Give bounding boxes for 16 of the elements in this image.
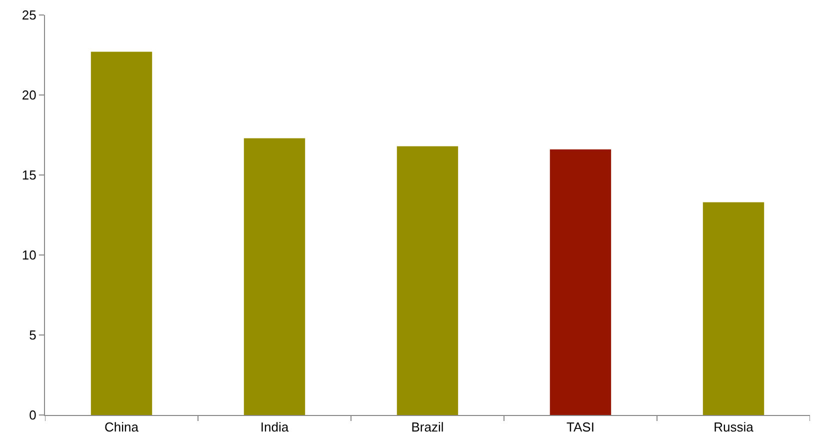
bar	[550, 149, 612, 415]
x-tick-label: Russia	[714, 420, 754, 435]
x-tick-label: TASI	[566, 420, 594, 435]
y-tick-label: 5	[29, 328, 36, 343]
bar	[244, 138, 306, 415]
y-tick-label: 10	[22, 248, 36, 263]
y-tick-label: 15	[22, 168, 36, 183]
bar	[702, 202, 764, 415]
y-tick-label: 20	[22, 88, 36, 103]
y-tick-label: 0	[29, 408, 36, 423]
x-tick-label: Brazil	[411, 420, 444, 435]
bar	[396, 146, 458, 415]
y-tick-label: 25	[22, 8, 36, 23]
x-tick-label: India	[260, 420, 290, 435]
x-tick-label: China	[104, 420, 140, 435]
bar	[90, 52, 152, 415]
